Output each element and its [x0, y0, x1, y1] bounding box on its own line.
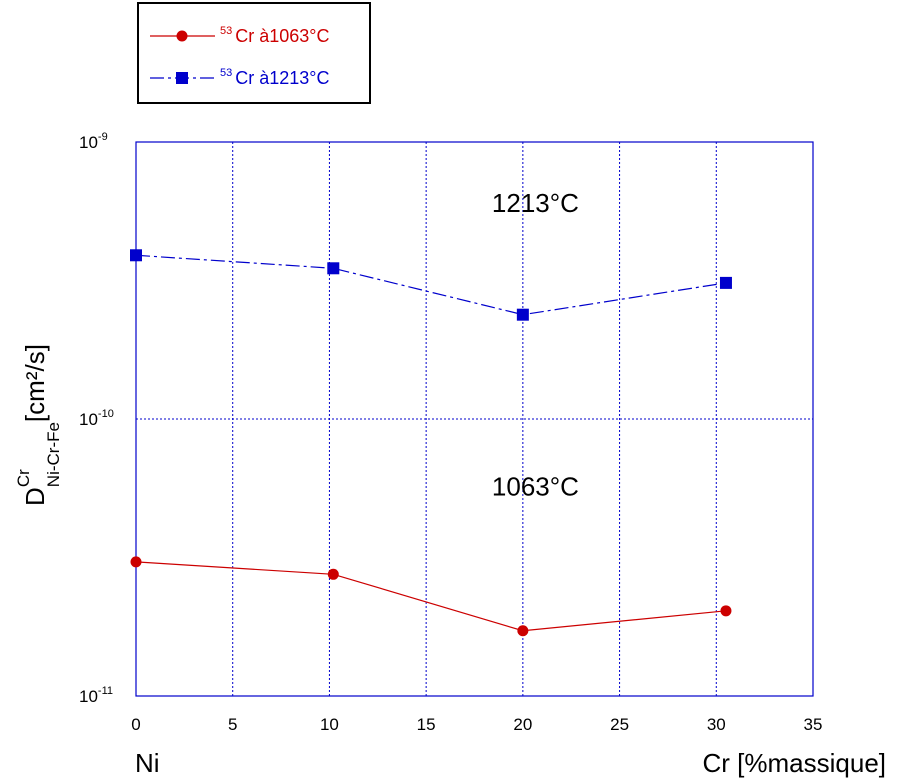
x-tick-label: 15	[417, 715, 436, 734]
data-point	[517, 625, 529, 637]
x-tick-label: 0	[131, 715, 140, 734]
series-2	[130, 249, 732, 321]
series-1	[130, 556, 732, 637]
y-tick-label: 10-11	[79, 685, 113, 706]
grid-lines	[136, 142, 813, 696]
y-axis-label-main: D	[20, 487, 50, 506]
x-tick-label: 5	[228, 715, 237, 734]
data-point	[130, 556, 142, 568]
data-point	[327, 262, 340, 275]
y-axis-label-unit: [cm²/s]	[20, 344, 50, 422]
data-point	[327, 568, 339, 580]
annotation: 1063°C	[492, 471, 579, 501]
x-tick-label: 10	[320, 715, 339, 734]
data-point	[130, 249, 142, 262]
x-axis-label-right: Cr [%massique]	[703, 748, 887, 778]
y-axis-label-superscript: Cr	[14, 469, 33, 487]
x-tick-label: 30	[707, 715, 726, 734]
legend: 53 Cr à1063°C 53 Cr à1213°C	[137, 2, 371, 104]
plot-frame	[135, 141, 814, 697]
x-tick-labels: 0 5 10 15 20 25 30 35	[131, 715, 822, 734]
series-line	[135, 254, 727, 316]
x-tick-label: 20	[513, 715, 532, 734]
x-tick-label: 35	[804, 715, 823, 734]
series-layer	[130, 249, 732, 637]
data-point	[719, 276, 732, 289]
legend-item: 53 Cr à1063°C	[150, 25, 330, 46]
x-axis-label-left: Ni	[135, 748, 160, 778]
y-axis-label: DCr Ni-Cr-Fe[cm²/s]	[14, 344, 63, 506]
x-tick-label: 25	[610, 715, 629, 734]
y-tick-labels: 10-11 10-10 10-9	[79, 131, 114, 706]
legend-marker	[176, 72, 188, 84]
data-point	[516, 308, 529, 321]
legend-marker	[176, 30, 188, 42]
y-axis-label-subscript: Ni-Cr-Fe	[44, 422, 63, 487]
series-line	[135, 561, 727, 632]
annotation: 1213°C	[492, 188, 579, 218]
annotations: 1213°C 1063°C	[492, 188, 579, 502]
legend-label: 53 Cr à1063°C	[220, 25, 330, 46]
legend-label: 53 Cr à1213°C	[220, 67, 330, 88]
y-tick-label: 10-9	[79, 131, 108, 152]
legend-item: 53 Cr à1213°C	[150, 67, 330, 88]
data-point	[720, 605, 732, 617]
y-tick-label: 10-10	[79, 408, 114, 429]
legend-box	[137, 2, 371, 104]
